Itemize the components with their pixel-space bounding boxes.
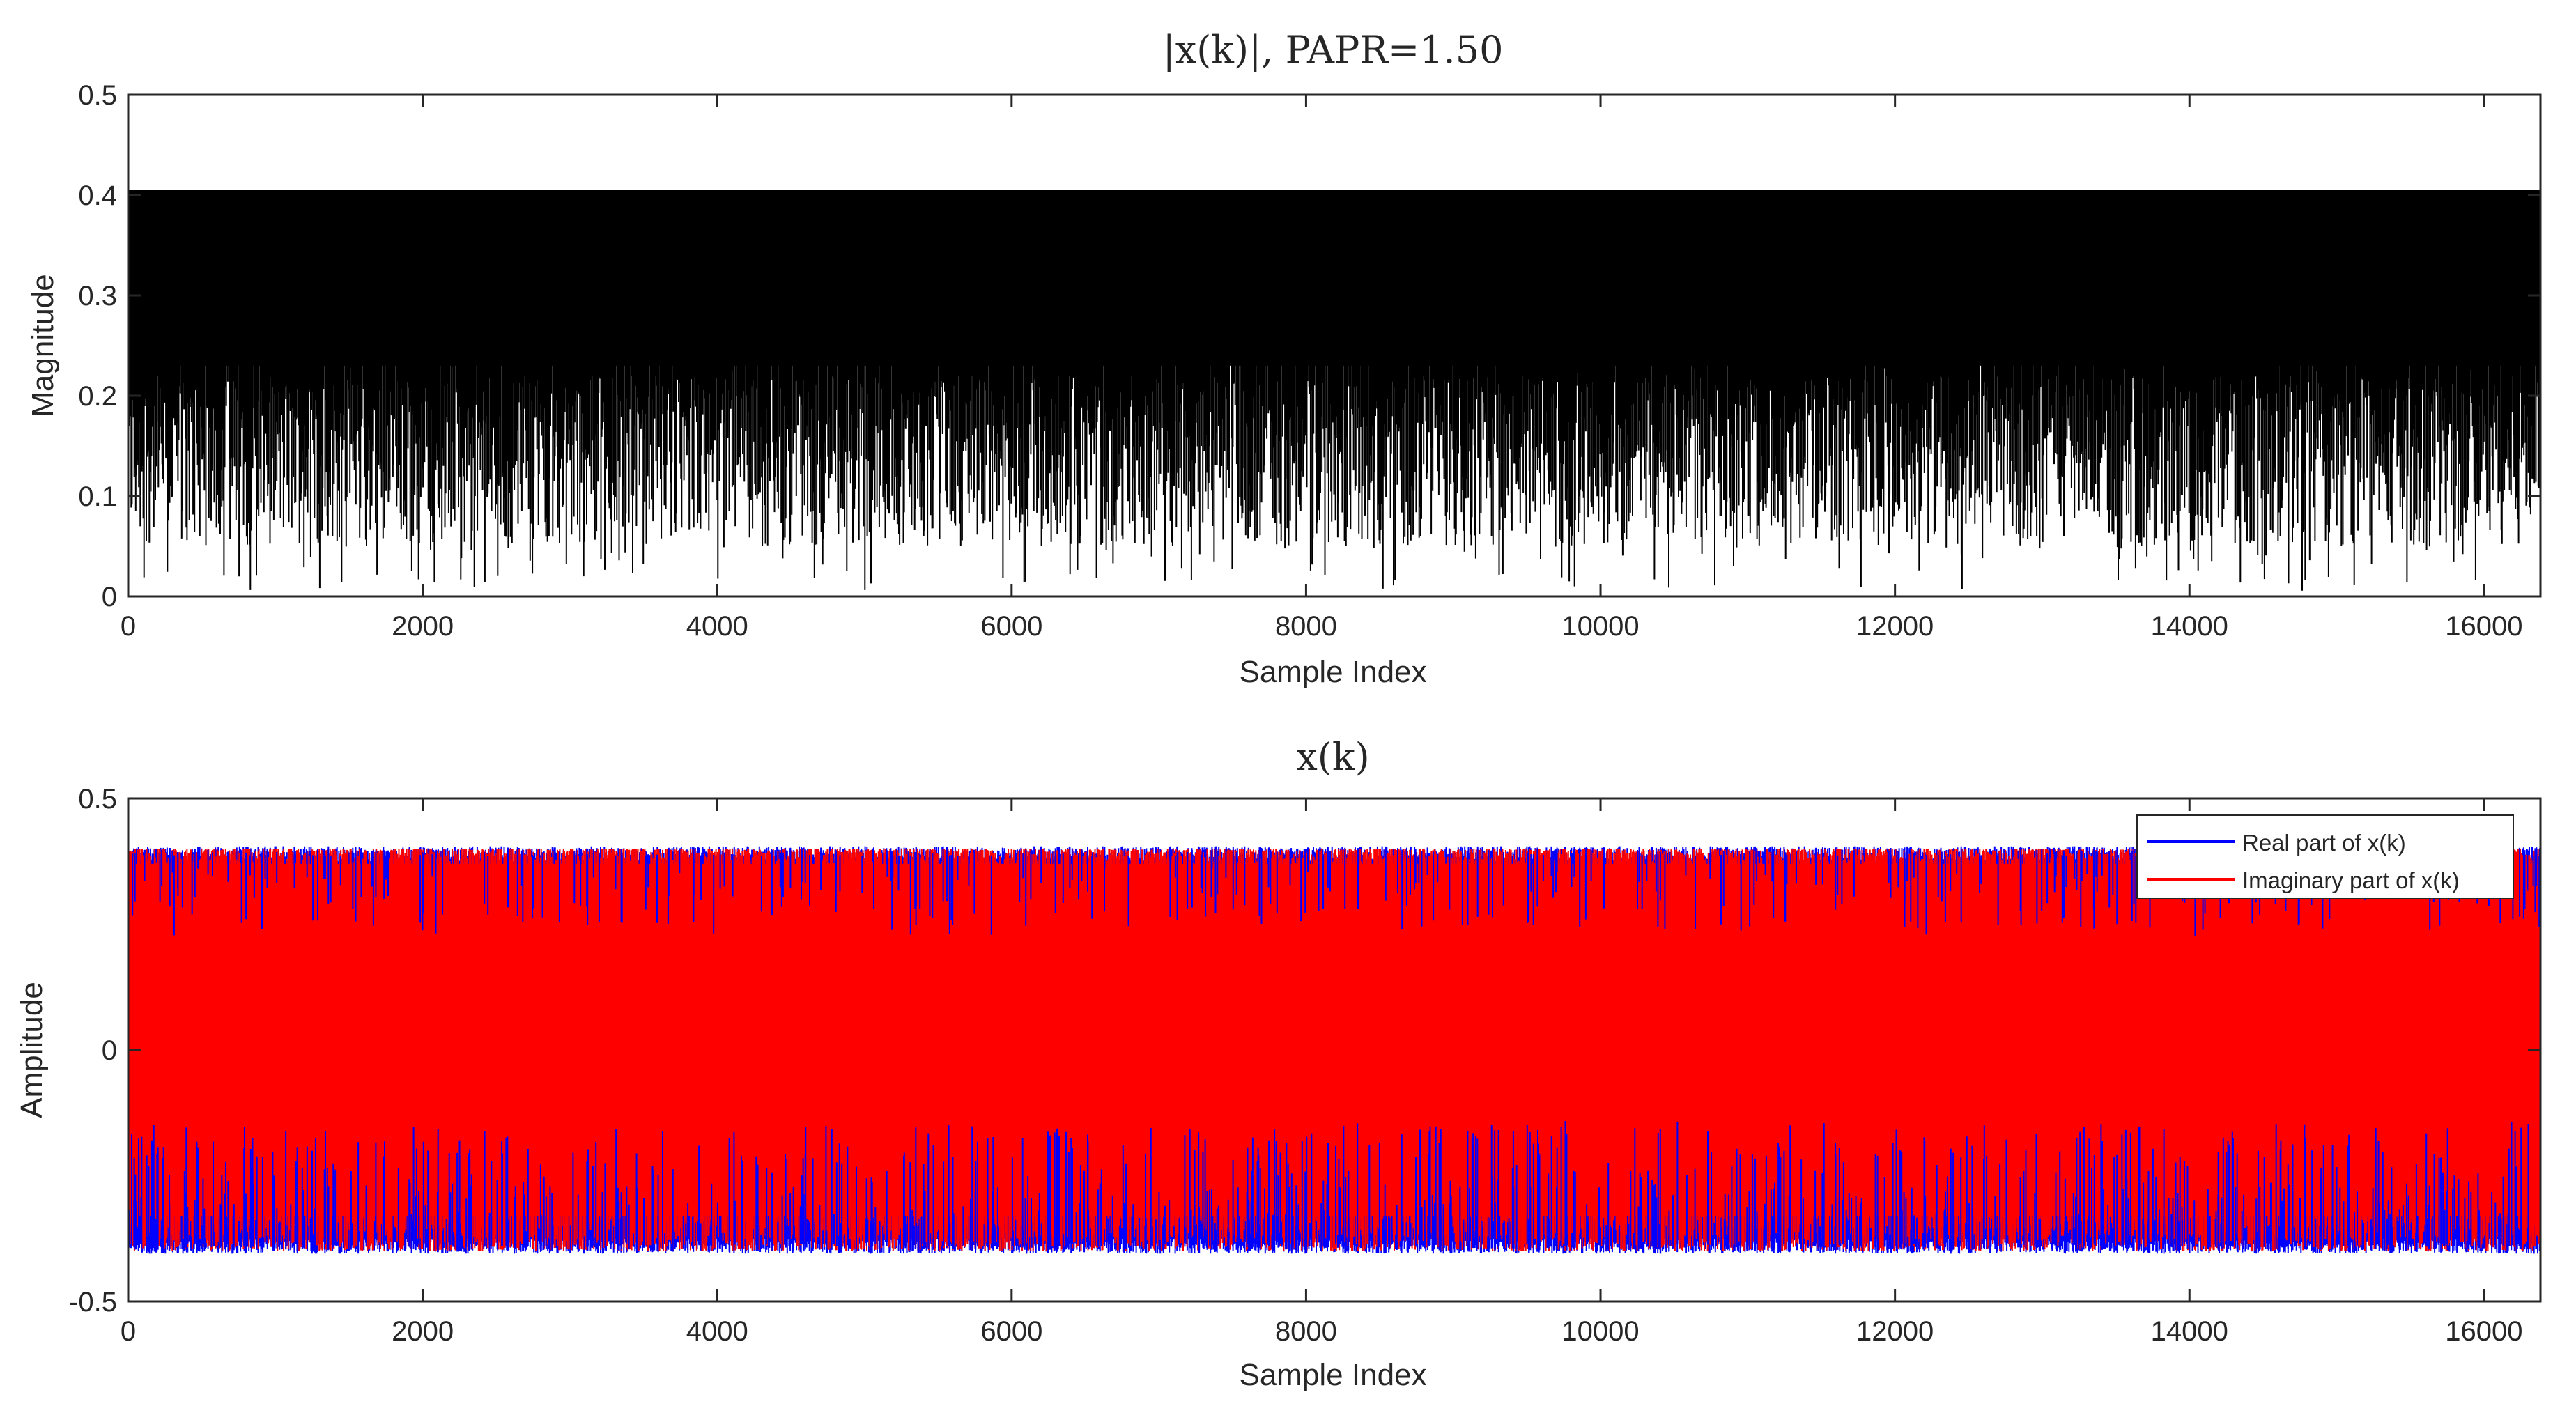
amplitude-x-ticks: 0 2000 4000 6000 8000 10000 12000 14000 16000 <box>121 798 2522 1347</box>
y-tick-label: 0.4 <box>78 180 117 211</box>
y-tick-label: 0.2 <box>78 381 117 412</box>
y-tick-label: 0.5 <box>78 784 117 814</box>
y-tick-label: 0.3 <box>78 281 117 311</box>
amplitude-series <box>128 846 2541 1254</box>
x-tick-label: 14000 <box>2151 1316 2228 1347</box>
magnitude-plot: |x(k)|, PAPR=1.50 0 2000 4000 6000 8000 10000… <box>26 28 2542 689</box>
amplitude-y-label: Amplitude <box>15 982 49 1118</box>
legend-imag-label: Imaginary part of x(k) <box>2242 867 2460 893</box>
magnitude-plot-title: |x(k)|, PAPR=1.50 <box>1163 28 1504 72</box>
x-tick-label: 6000 <box>980 1316 1042 1347</box>
y-tick-label: -0.5 <box>69 1287 117 1318</box>
y-tick-label: 0 <box>102 1035 117 1066</box>
y-tick-label: 0.1 <box>78 481 117 512</box>
x-tick-label: 4000 <box>686 1316 748 1347</box>
amplitude-plot: x(k) 0 2000 4000 6000 8000 10000 12000 14000 160… <box>15 735 2542 1392</box>
x-tick-label: 0 <box>121 1316 136 1347</box>
x-tick-label: 16000 <box>2445 611 2522 642</box>
x-tick-label: 12000 <box>1856 611 1934 642</box>
legend-real-label: Real part of x(k) <box>2242 830 2406 856</box>
amplitude-x-label: Sample Index <box>1239 1358 1426 1392</box>
magnitude-x-label: Sample Index <box>1239 655 1426 689</box>
x-tick-label: 8000 <box>1275 1316 1337 1347</box>
magnitude-plot-frame <box>127 93 2542 598</box>
legend-box <box>2136 814 2514 899</box>
imaginary-part-line <box>128 849 2541 1251</box>
x-tick-label: 10000 <box>1561 1316 1639 1347</box>
y-tick-label: 0 <box>102 582 117 612</box>
x-tick-label: 14000 <box>2151 611 2228 642</box>
x-tick-label: 4000 <box>686 611 748 642</box>
x-tick-label: 8000 <box>1275 611 1337 642</box>
magnitude-series <box>128 190 2541 591</box>
x-tick-label: 6000 <box>980 611 1042 642</box>
magnitude-y-label: Magnitude <box>26 274 60 417</box>
amplitude-plot-title: x(k) <box>1296 735 1369 779</box>
amplitude-y-ticks: -0.5 0 0.5 <box>69 784 2540 1318</box>
x-tick-label: 16000 <box>2445 1316 2522 1347</box>
x-tick-label: 2000 <box>392 611 454 642</box>
x-tick-label: 10000 <box>1561 611 1639 642</box>
legend: Real part of x(k) Imaginary part of x(k) <box>2136 814 2514 899</box>
y-tick-label: 0.5 <box>78 80 117 111</box>
x-tick-label: 12000 <box>1856 1316 1934 1347</box>
x-tick-label: 0 <box>121 611 136 642</box>
magnitude-y-ticks: 0 0.1 0.2 0.3 0.4 0.5 <box>78 80 2540 612</box>
magnitude-x-ticks: 0 2000 4000 6000 8000 10000 12000 14000 16000 <box>121 95 2522 642</box>
x-tick-label: 2000 <box>392 1316 454 1347</box>
